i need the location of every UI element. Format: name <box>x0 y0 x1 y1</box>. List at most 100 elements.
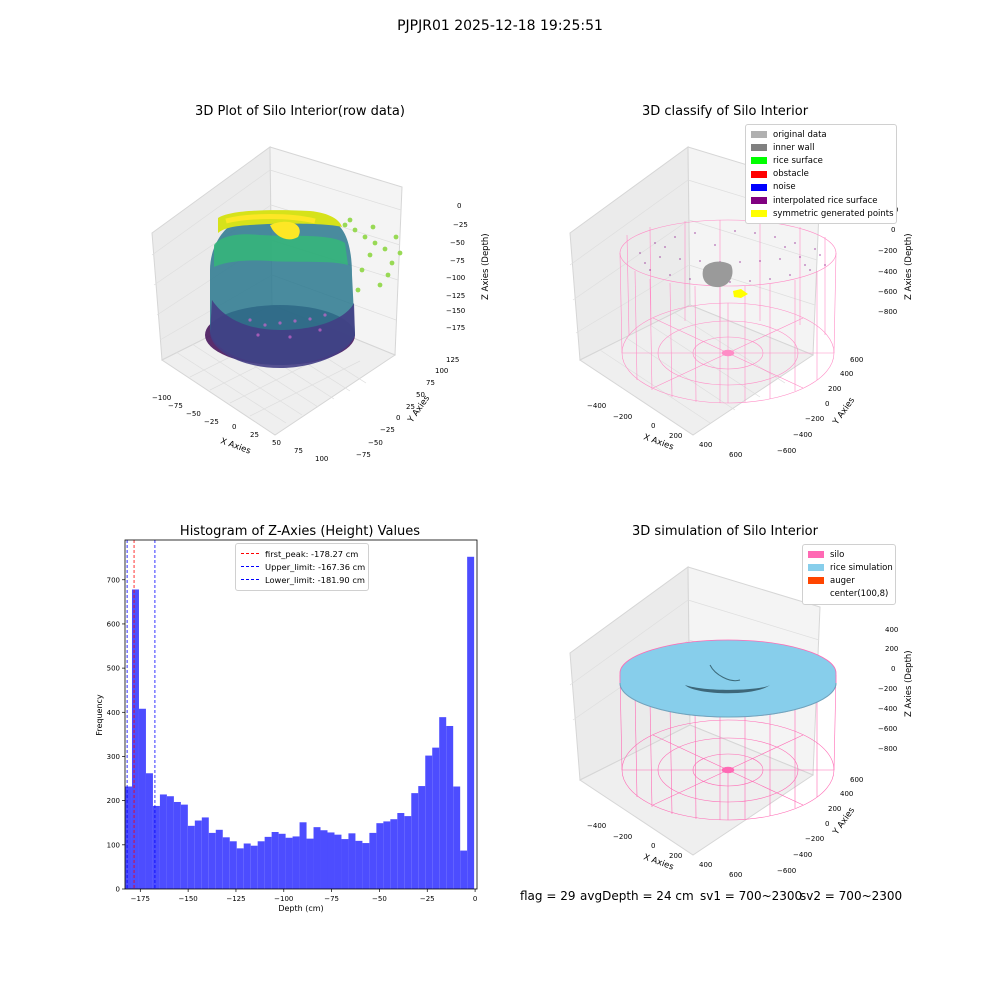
legend-item-symmetric-generated-points: symmetric generated points <box>751 207 894 220</box>
raw-y-tick: 75 <box>426 379 435 387</box>
classify-symmetric-points <box>733 289 748 298</box>
histogram-x-ticks: −175 −150 −125 −100 −75 −50 −25 0 <box>131 889 477 903</box>
histogram-x-tick-label: −150 <box>179 895 198 903</box>
raw-y-tick: 0 <box>396 414 400 422</box>
legend-line <box>241 579 259 581</box>
classify-y-tick: 600 <box>850 356 863 364</box>
histogram-x-tick-label: −75 <box>324 895 339 903</box>
histogram-y-ticks: 0 100 200 300 400 500 600 700 <box>107 576 125 894</box>
histogram-y-tick-label: 200 <box>107 797 120 805</box>
classify-y-tick: −200 <box>805 415 824 423</box>
simulation-rice-rim <box>619 682 837 718</box>
classify-x-tick: 0 <box>651 422 655 430</box>
legend-item-upper-limit: Upper_limit: -167.36 cm <box>241 560 365 573</box>
simulation-x-tick: 400 <box>699 861 712 869</box>
classify-interpolated-surface <box>639 230 826 283</box>
legend-item-interpolated-rice-surface: interpolated rice surface <box>751 194 891 207</box>
histogram-x-tick-label: −100 <box>274 895 293 903</box>
histogram-bar <box>453 786 461 889</box>
histogram-bar <box>257 841 265 889</box>
raw-plot-title: 3D Plot of Silo Interior(row data) <box>195 104 405 119</box>
simulation-rice-contour <box>709 664 741 682</box>
legend-label: auger <box>830 575 855 586</box>
simulation-y-ticks: −600 −400 −200 0 200 400 600 <box>777 776 863 875</box>
histogram-bar <box>446 725 454 889</box>
histogram-bar <box>145 773 153 889</box>
histogram-y-tick-label: 100 <box>107 841 120 849</box>
simulation-z-tick: 400 <box>885 626 898 634</box>
raw-x-tick: −75 <box>168 402 183 410</box>
histogram-bar <box>404 816 412 889</box>
histogram-y-tick-label: 400 <box>107 709 120 717</box>
legend-item-lower-limit: Lower_limit: -181.90 cm <box>241 573 365 586</box>
histogram-bar <box>201 817 209 889</box>
histogram-bar <box>418 786 426 889</box>
classify-y-tick: −600 <box>777 447 796 455</box>
histogram-bar <box>159 794 167 889</box>
raw-3d-plot: −100 −75 −50 −25 0 25 50 75 100 X Axies … <box>151 146 491 463</box>
raw-z-tick: −50 <box>450 239 465 247</box>
histogram-bar <box>299 822 307 889</box>
raw-y-tick: −25 <box>380 426 395 434</box>
legend-swatch <box>751 197 767 205</box>
legend-label: inner wall <box>773 142 815 153</box>
histogram-bar <box>250 845 258 889</box>
legend-item-silo: silo <box>808 548 890 561</box>
classify-z-tick: −600 <box>878 288 897 296</box>
classify-z-tick: −200 <box>878 247 897 255</box>
legend-item-rice-simulation: rice simulation <box>808 561 893 574</box>
histogram-y-tick-label: 600 <box>107 620 120 628</box>
simulation-x-tick: −200 <box>613 833 632 841</box>
classify-z-tick: −800 <box>878 308 897 316</box>
histogram-frame <box>124 539 478 890</box>
raw-x-ticks: −100 −75 −50 −25 0 25 50 75 100 <box>152 394 328 463</box>
legend-item-inner-wall: inner wall <box>751 141 891 154</box>
histogram-x-tick-label: −50 <box>372 895 387 903</box>
histogram-bar <box>425 755 433 889</box>
classify-x-tick: 400 <box>699 441 712 449</box>
histogram-bar <box>194 820 202 889</box>
raw-y-tick: 100 <box>435 367 448 375</box>
raw-z-tick: 0 <box>457 202 461 210</box>
classify-y-tick: 400 <box>840 370 853 378</box>
simulation-z-ticks: 400 200 0 −200 −400 −600 −800 <box>878 626 898 753</box>
simulation-plot-title: 3D simulation of Silo Interior <box>632 524 818 539</box>
histogram-bar <box>439 717 447 889</box>
raw-y-tick: 25 <box>406 403 415 411</box>
raw-z-label: Z Axies (Depth) <box>481 233 491 300</box>
legend-item-first-peak: first_peak: -178.27 cm <box>241 547 363 560</box>
classify-legend: original data inner wall rice surface ob… <box>745 124 897 225</box>
histogram-y-label: Frequency <box>95 694 104 736</box>
classify-x-tick: −200 <box>613 413 632 421</box>
histogram-bar <box>411 793 419 889</box>
histogram-y-tick-label: 500 <box>107 665 120 673</box>
simulation-y-tick: −200 <box>805 835 824 843</box>
classify-silo-wireframe <box>619 219 837 404</box>
simulation-z-tick: 200 <box>885 645 898 653</box>
histogram-bar <box>362 843 370 889</box>
legend-item-noise: noise <box>751 181 891 194</box>
raw-z-tick: −100 <box>446 274 465 282</box>
classify-plot-title: 3D classify of Silo Interior <box>641 104 809 119</box>
histogram-x-label: Depth (cm) <box>278 904 323 913</box>
status-sv1: sv1 = 700~2300 <box>700 889 803 903</box>
raw-x-tick: 25 <box>250 431 259 439</box>
raw-point-cloud <box>205 210 403 368</box>
histogram-x-tick-label: −25 <box>420 895 435 903</box>
histogram-bar <box>215 829 223 889</box>
histogram-bar <box>348 833 356 889</box>
raw-z-ticks: 0 −25 −50 −75 −100 −125 −150 −175 <box>446 202 468 332</box>
histogram-bar <box>376 823 384 889</box>
simulation-silo-wireframe <box>619 674 837 821</box>
histogram-bar <box>180 804 188 889</box>
legend-label: rice surface <box>773 155 823 166</box>
raw-z-tick: −125 <box>446 292 465 300</box>
legend-swatch <box>751 131 767 139</box>
histogram-legend: first_peak: -178.27 cm Upper_limit: -167… <box>235 543 369 591</box>
histogram-bar <box>152 805 160 889</box>
histogram-chart: −175 −150 −125 −100 −75 −50 −25 0 0 100 200 300 400… <box>95 539 478 913</box>
classify-y-tick: 200 <box>828 385 841 393</box>
classify-x-tick: 600 <box>729 451 742 459</box>
simulation-y-tick: 400 <box>840 790 853 798</box>
simulation-x-tick: 200 <box>669 852 682 860</box>
